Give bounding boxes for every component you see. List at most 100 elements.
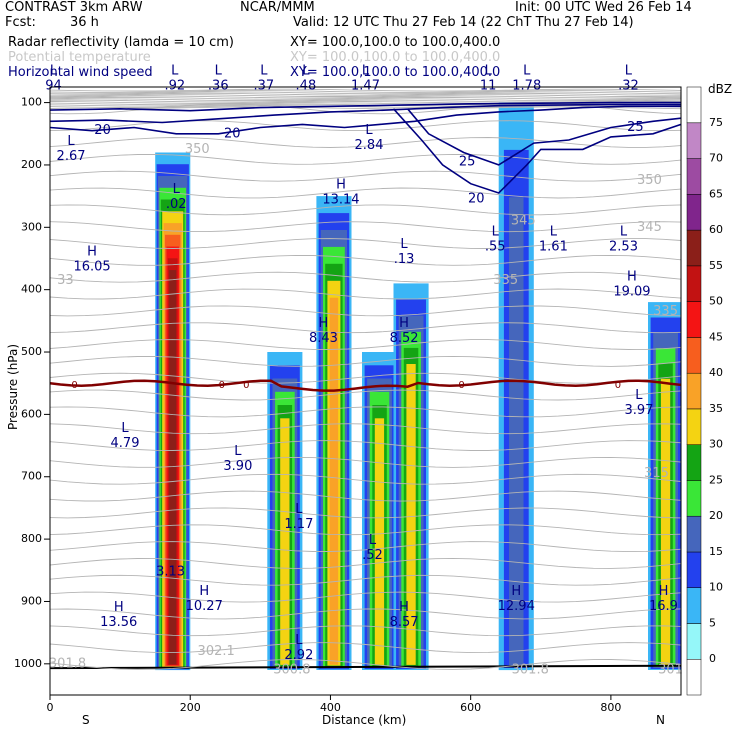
pressure-value-2: .36 xyxy=(208,79,229,94)
theta-contour-25 xyxy=(50,288,681,300)
y-tick-label-1: 200 xyxy=(21,158,42,171)
theta-contour-3 xyxy=(50,92,681,96)
wind-label-3: 20 xyxy=(468,192,485,207)
colorbar-box-1 xyxy=(686,623,702,660)
pressure-symbol-3: L xyxy=(260,64,268,79)
pressure-value-21: 3.97 xyxy=(624,403,653,418)
pressure-symbol-1: L xyxy=(171,64,179,79)
theta-label-2: 345 xyxy=(637,220,662,235)
pressure-symbol-2: L xyxy=(215,64,223,79)
theta-contour-31 xyxy=(50,389,681,401)
pressure-symbol-27: H xyxy=(114,600,124,615)
pressure-value-29: 12.94 xyxy=(498,599,535,614)
pressure-value-18: 19.09 xyxy=(613,284,650,299)
y-tick-label-3: 400 xyxy=(21,283,42,296)
theta-contour-19 xyxy=(50,187,681,199)
field-name-wind: Horizontal wind speed xyxy=(8,65,153,80)
annotation-layer: 350 345 345 350 33 335 335 315 301.8 302.1 300.8 30… xyxy=(45,64,683,678)
pressure-symbol-18: H xyxy=(627,269,637,284)
pressure-symbol-24: L xyxy=(295,502,303,517)
y-tick-label-4: 500 xyxy=(21,345,42,358)
pressure-symbol-10: L xyxy=(67,134,75,149)
theta-contour-1 xyxy=(50,90,681,93)
freezing-level-line xyxy=(50,379,681,392)
colorbar-box-5 xyxy=(686,480,702,517)
pressure-symbol-30: H xyxy=(399,600,409,615)
pressure-value-30: 8.57 xyxy=(390,615,419,630)
pressure-symbol-17: H xyxy=(87,244,97,259)
y-tick-label-5: 600 xyxy=(21,407,42,420)
plot-frame xyxy=(49,86,682,696)
pressure-symbol-14: L xyxy=(550,224,558,239)
theta-contour-30 xyxy=(50,372,681,384)
pressure-value-12: 13.14 xyxy=(322,193,359,208)
pressure-value-3: .37 xyxy=(253,79,274,94)
freezing-level-label-3: 0 xyxy=(458,380,464,391)
y-tick-label-9: 1000 xyxy=(14,657,42,670)
wind-label-0: 20 xyxy=(94,123,111,138)
x-tick-label-3: 600 xyxy=(460,701,481,714)
colorbar-box-3 xyxy=(686,551,702,588)
field-xy-wind: XY= 100.0,100.0 to 100.0,400.0 xyxy=(290,65,501,80)
colorbar-box-16 xyxy=(686,86,702,124)
forecast-hours: 36 h xyxy=(70,15,99,30)
colorbar-box-10 xyxy=(686,301,702,338)
colorbar-level-label-7: 35 xyxy=(709,402,723,415)
pressure-value-22: 4.79 xyxy=(111,436,140,451)
theta-contour-45 xyxy=(50,625,681,637)
pressure-symbol-22: L xyxy=(121,421,129,436)
colorbar-box-0 xyxy=(686,658,702,696)
pressure-value-20: 8.52 xyxy=(390,331,419,346)
pressure-symbol-32: L xyxy=(295,633,303,648)
colorbar-box-13 xyxy=(686,194,702,231)
x-tick-label-4: 800 xyxy=(600,701,621,714)
theta-contour-44 xyxy=(50,608,681,620)
pressure-value-5: 1.47 xyxy=(351,79,380,94)
y-tick-label-8: 900 xyxy=(21,594,42,607)
pressure-symbol-12: H xyxy=(336,178,346,193)
theta-contour-23 xyxy=(50,254,681,266)
pressure-value-1: .92 xyxy=(164,79,185,94)
wind-contour-4 xyxy=(406,108,681,166)
colorbar-level-label-0: 0 xyxy=(709,652,716,665)
theta-label-7: 315 xyxy=(644,466,669,481)
theta-contour-32 xyxy=(50,406,681,418)
colorbar-box-9 xyxy=(686,337,702,374)
pressure-value-6: 11 xyxy=(480,79,497,94)
reflectivity-cell-4-30 xyxy=(406,364,416,665)
wind-contour-3 xyxy=(392,108,681,194)
wind-label-1: 20 xyxy=(224,126,241,141)
pressure-value-7: 1.78 xyxy=(512,79,541,94)
pressure-value-25: .52 xyxy=(362,548,383,563)
colorbar: 0 5 10 15 20 25 30 35 40 45 50 55 60 65 70 75 xyxy=(686,86,723,696)
wind-label-2: 25 xyxy=(459,154,476,169)
pressure-symbol-11: L xyxy=(173,182,181,197)
pressure-symbol-4: L xyxy=(302,64,310,79)
theta-contour-41 xyxy=(50,557,681,569)
freezing-level-layer: 0 0 0 0 0 xyxy=(50,379,681,392)
model-title: CONTRAST 3km ARW xyxy=(5,0,143,15)
wind-contour-2 xyxy=(50,101,681,112)
forecast-label: Fcst: xyxy=(5,15,36,30)
freezing-level-label-1: 0 xyxy=(219,380,225,391)
theta-contour-35 xyxy=(50,456,681,468)
pressure-symbol-23: L xyxy=(234,444,242,459)
theta-contour-2 xyxy=(50,91,681,95)
pressure-symbol-9: L xyxy=(365,123,373,138)
field-xy-reflectivity: XY= 100.0,100.0 to 100.0,400.0 xyxy=(290,35,501,50)
pressure-symbol-19: H xyxy=(319,316,329,331)
pressure-symbol-20: H xyxy=(399,316,409,331)
theta-contour-21 xyxy=(50,221,681,233)
reflectivity-cell-3-30 xyxy=(374,418,385,665)
colorbar-level-label-6: 30 xyxy=(709,438,723,451)
pressure-value-14: 1.61 xyxy=(539,239,568,254)
colorbar-box-11 xyxy=(686,265,702,302)
pressure-value-9: 2.84 xyxy=(355,138,384,153)
theta-contour-29 xyxy=(50,355,681,367)
theta-contour-8 xyxy=(50,99,681,103)
pressure-value-32: 2.92 xyxy=(284,648,313,663)
x-tick-label-2: 400 xyxy=(320,701,341,714)
pressure-value-16: .13 xyxy=(394,252,415,267)
theta-contour-18 xyxy=(50,170,681,182)
pressure-value-11: .02 xyxy=(166,197,187,212)
